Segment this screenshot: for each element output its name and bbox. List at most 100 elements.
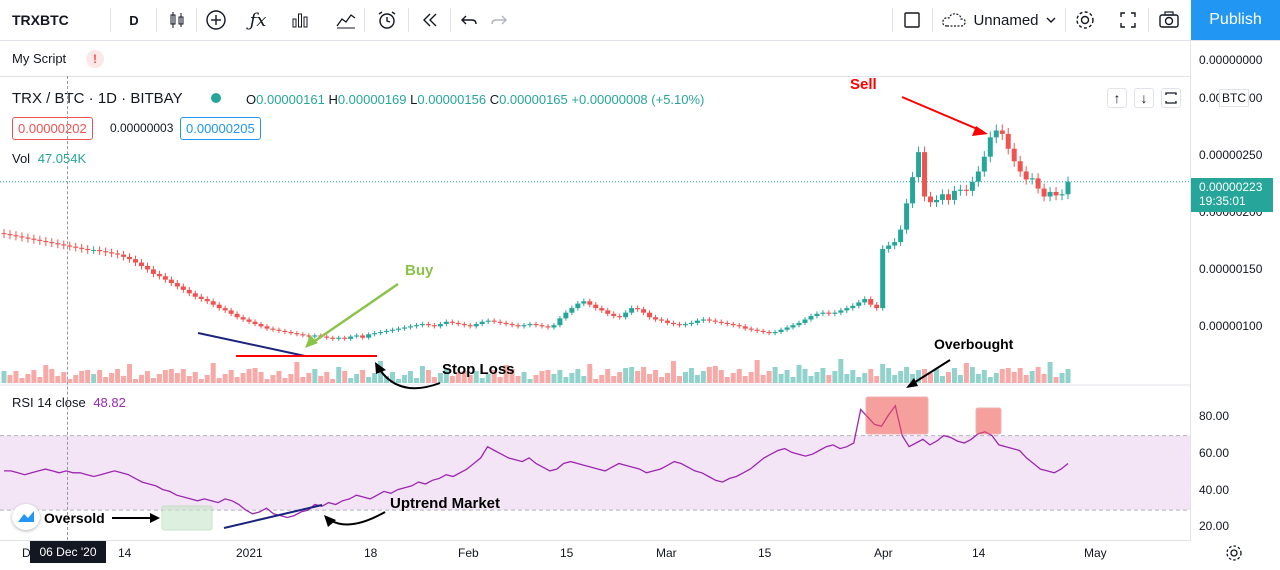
price-tick: 0.00000250 bbox=[1199, 148, 1263, 162]
candle-body bbox=[563, 312, 569, 319]
settings-gear-icon[interactable] bbox=[1071, 0, 1099, 40]
candle-body bbox=[898, 229, 904, 243]
interval-button[interactable]: D bbox=[129, 12, 139, 28]
candle-body bbox=[957, 189, 963, 191]
axis-settings-gear-icon[interactable] bbox=[1224, 543, 1244, 563]
buy-price-box[interactable]: 0.00000205 bbox=[180, 117, 261, 140]
candle-body bbox=[43, 240, 49, 243]
candle-body bbox=[557, 318, 563, 326]
volume-bar bbox=[665, 373, 671, 383]
volume-bar bbox=[276, 371, 282, 383]
undo-icon[interactable] bbox=[456, 0, 482, 40]
restore-scale-icon[interactable] bbox=[1161, 88, 1181, 108]
arrow-up-icon[interactable]: ↑ bbox=[1107, 88, 1127, 108]
candle-body bbox=[939, 194, 945, 200]
alarm-clock-icon[interactable] bbox=[371, 0, 403, 40]
volume-bar bbox=[324, 372, 330, 383]
time-tick: 18 bbox=[364, 546, 378, 560]
volume-bar bbox=[55, 376, 61, 383]
candle-body bbox=[521, 325, 527, 327]
last-price-badge: 0.00000223 19:35:01 bbox=[1191, 178, 1273, 212]
volume-bar bbox=[742, 376, 748, 383]
candle-body bbox=[682, 324, 688, 326]
arrow-down-icon[interactable]: ↓ bbox=[1134, 88, 1154, 108]
replay-icon[interactable] bbox=[416, 0, 444, 40]
volume-bar bbox=[796, 365, 802, 383]
cloud-icon bbox=[940, 0, 968, 40]
buy-arrow bbox=[311, 282, 399, 345]
time-tick: Feb bbox=[458, 546, 479, 560]
time-tick: Mar bbox=[656, 546, 677, 560]
alert-chart-icon[interactable] bbox=[332, 0, 360, 40]
candle-body bbox=[808, 316, 814, 320]
candle-body bbox=[814, 313, 820, 317]
tradingview-logo-icon[interactable] bbox=[12, 504, 40, 530]
volume-bar bbox=[336, 367, 342, 383]
candle-body bbox=[49, 242, 55, 244]
high-value: 0.00000169 bbox=[337, 92, 407, 107]
sell-price-box[interactable]: 0.00000202 bbox=[12, 117, 93, 140]
symbol-search-button[interactable]: TRXBTC bbox=[12, 12, 69, 28]
candle-body bbox=[85, 248, 91, 251]
volume-bar bbox=[629, 367, 635, 383]
last-price-value: 0.00000223 bbox=[1199, 180, 1263, 194]
candle-body bbox=[868, 299, 874, 305]
toolbar-divider bbox=[364, 8, 365, 32]
volume-bar bbox=[670, 361, 676, 383]
candle-body bbox=[312, 335, 318, 337]
currency-badge[interactable]: BTC bbox=[1219, 89, 1249, 107]
candle-body bbox=[234, 313, 240, 318]
candle-body bbox=[778, 329, 784, 333]
chevron-down-icon[interactable] bbox=[1043, 0, 1059, 40]
candle-body bbox=[73, 246, 79, 248]
candle-body bbox=[712, 320, 718, 322]
candle-body bbox=[366, 334, 372, 338]
candle-body bbox=[216, 304, 222, 309]
candle-body bbox=[485, 320, 491, 322]
volume-bar bbox=[820, 368, 826, 383]
chart-canvas[interactable] bbox=[0, 0, 1190, 540]
volume-bar bbox=[635, 371, 641, 383]
candle-body bbox=[25, 237, 31, 239]
compare-add-icon[interactable] bbox=[202, 0, 230, 40]
toolbar-divider bbox=[196, 8, 197, 32]
open-label: O bbox=[246, 92, 257, 107]
candle-body bbox=[611, 313, 617, 317]
instrument-title[interactable]: TRX / BTC · 1D · BITBAY bbox=[12, 90, 183, 107]
volume-bar bbox=[348, 378, 354, 383]
candles-style-icon[interactable] bbox=[163, 0, 191, 40]
candle-body bbox=[874, 304, 880, 309]
rsi-band bbox=[0, 435, 1190, 511]
candle-body bbox=[987, 137, 993, 157]
candle-body bbox=[724, 322, 730, 325]
expand-icon[interactable] bbox=[1114, 0, 1142, 40]
candle-body bbox=[360, 335, 366, 338]
templates-icon[interactable] bbox=[286, 0, 314, 40]
camera-icon[interactable] bbox=[1155, 0, 1183, 40]
layout-name-button[interactable]: Unnamed bbox=[973, 11, 1039, 29]
candle-body bbox=[820, 312, 826, 314]
volume-bar bbox=[144, 371, 150, 383]
volume-bar bbox=[49, 369, 55, 383]
time-axis[interactable] bbox=[0, 540, 1190, 570]
candle-body bbox=[186, 289, 192, 294]
candle-body bbox=[647, 312, 653, 318]
volume-bar bbox=[874, 376, 880, 383]
publish-button[interactable]: Publish bbox=[1191, 0, 1280, 40]
price-axis[interactable] bbox=[1190, 41, 1280, 541]
volume-bar bbox=[1023, 375, 1029, 383]
warning-icon[interactable]: ! bbox=[86, 50, 104, 68]
sell-annotation: Sell bbox=[850, 76, 877, 93]
low-label: L bbox=[410, 92, 418, 107]
volume-bar bbox=[61, 372, 67, 383]
candle-body bbox=[300, 334, 306, 336]
fullscreen-square-icon[interactable] bbox=[898, 0, 926, 40]
volume-bar bbox=[916, 370, 922, 383]
volume-bar bbox=[545, 370, 551, 383]
volume-bar bbox=[951, 368, 957, 383]
indicators-fx-icon[interactable]: ƒx bbox=[249, 9, 267, 31]
volume-bar bbox=[659, 377, 665, 383]
volume-bar bbox=[7, 375, 13, 383]
redo-icon[interactable] bbox=[486, 0, 512, 40]
volume-bar bbox=[1047, 362, 1053, 383]
